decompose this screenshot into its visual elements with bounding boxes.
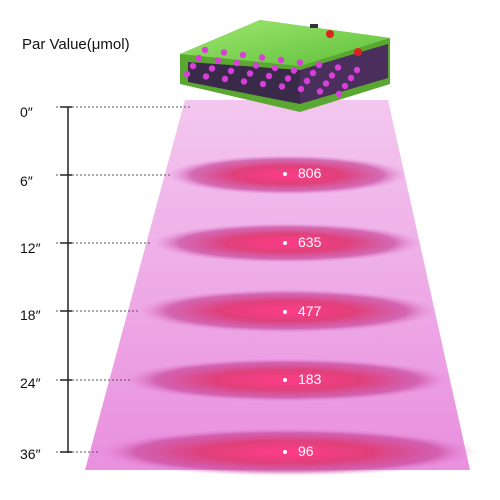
par-dot-24 xyxy=(283,378,287,382)
led-dot xyxy=(316,88,324,95)
led-dot xyxy=(315,61,323,69)
led-dot xyxy=(353,66,361,74)
led-dot xyxy=(334,64,342,71)
par-ring-2 xyxy=(137,289,437,333)
par-dot-18 xyxy=(283,310,287,314)
led-dot xyxy=(183,70,191,78)
led-dot xyxy=(297,85,305,93)
distance-label-12: 12″ xyxy=(20,240,41,256)
led-grow-light-icon xyxy=(180,20,390,112)
distance-label-0: 0″ xyxy=(20,104,33,120)
led-dot xyxy=(259,80,267,88)
led-dot xyxy=(195,54,203,62)
led-dot xyxy=(303,77,311,85)
led-dot xyxy=(271,64,279,72)
distance-label-6: 6″ xyxy=(20,173,33,189)
guide-lines xyxy=(56,106,190,453)
par-dot-12 xyxy=(283,241,287,245)
led-dot xyxy=(347,74,355,82)
par-value-36: 96 xyxy=(298,443,314,459)
led-dot xyxy=(233,59,241,67)
led-dot xyxy=(240,78,248,85)
par-value-6: 806 xyxy=(298,165,322,181)
led-dot xyxy=(328,72,336,79)
led-dot xyxy=(309,69,317,77)
par-ring-3 xyxy=(122,358,452,402)
par-ring-0 xyxy=(167,155,407,195)
led-dot xyxy=(227,67,235,75)
led-dot xyxy=(277,56,285,64)
led-dot xyxy=(246,70,254,77)
led-dot xyxy=(335,90,343,98)
led-dot xyxy=(239,51,247,59)
led-dot xyxy=(252,62,260,69)
led-dot xyxy=(258,54,266,61)
chart-title: Par Value(μmol) xyxy=(22,36,130,53)
led-dot xyxy=(278,83,286,90)
led-dot xyxy=(265,72,273,80)
led-dot xyxy=(322,80,330,87)
led-dot xyxy=(202,73,210,80)
led-dot xyxy=(208,65,216,72)
distance-label-36: 36″ xyxy=(20,446,41,462)
led-dot xyxy=(214,57,222,64)
led-dot xyxy=(189,62,197,70)
par-ring-4 xyxy=(97,428,477,476)
distance-label-18: 18″ xyxy=(20,307,41,323)
led-dot xyxy=(201,46,209,54)
led-dot xyxy=(221,75,229,83)
par-value-24: 183 xyxy=(298,371,322,387)
led-dot xyxy=(341,82,349,90)
led-dot xyxy=(290,67,298,74)
distance-label-24: 24″ xyxy=(20,375,41,391)
par-dot-36 xyxy=(283,450,287,454)
led-dot xyxy=(220,49,228,56)
par-ring-1 xyxy=(152,223,422,263)
par-value-12: 635 xyxy=(298,234,322,250)
led-dot xyxy=(296,59,304,66)
par-dot-6 xyxy=(283,172,287,176)
par-value-18: 477 xyxy=(298,303,322,319)
led-dot xyxy=(284,75,292,82)
ring-group xyxy=(97,155,477,476)
